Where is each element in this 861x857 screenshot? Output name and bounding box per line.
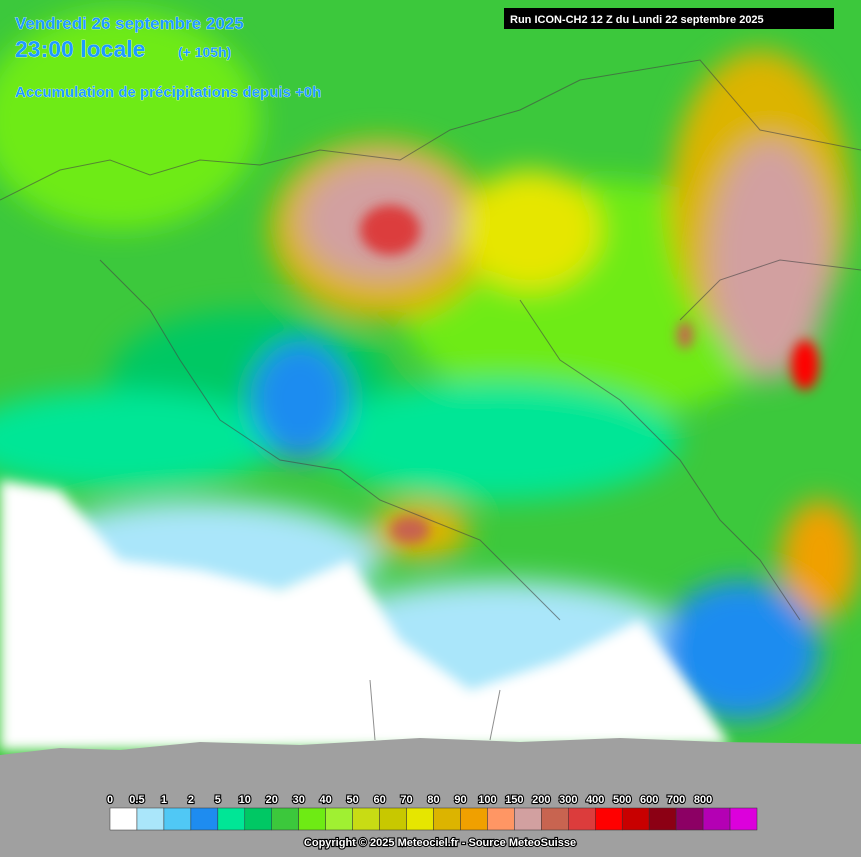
- legend-swatch: [136, 807, 165, 831]
- legend-label: 20: [266, 794, 278, 806]
- legend-swatch: [514, 807, 542, 831]
- forecast-time: 23:00 locale: [15, 36, 145, 62]
- legend-label: 500: [613, 794, 631, 806]
- product-title: Accumulation de précipitations depuis +0…: [15, 84, 321, 101]
- legend-swatch: [163, 807, 192, 831]
- legend-label: 80: [427, 794, 439, 806]
- legend-label: 0.5: [129, 794, 144, 806]
- legend-label: 700: [667, 794, 685, 806]
- legend-label: 30: [293, 794, 305, 806]
- legend-label: 10: [239, 794, 251, 806]
- legend-label: 40: [320, 794, 332, 806]
- legend: 0 0.5 1 2 5 10 20 30 40 50 60 70 80 90 100 150 200 300 400…: [106, 793, 758, 831]
- run-box: [504, 8, 834, 29]
- legend-label: 5: [215, 794, 221, 806]
- legend-label: 50: [347, 794, 359, 806]
- legend-swatch: [325, 807, 353, 831]
- legend-swatch: [568, 807, 596, 831]
- run-label: Run ICON-CH2 12 Z du Lundi 22 septembre …: [510, 14, 764, 26]
- legend-label: 300: [559, 794, 577, 806]
- legend-label: 100: [478, 794, 496, 806]
- header: Vendredi 26 septembre 2025 23:00 locale …: [15, 8, 834, 101]
- legend-swatch: [190, 807, 219, 831]
- legend-label: 400: [586, 794, 604, 806]
- forecast-date: Vendredi 26 septembre 2025: [15, 14, 244, 33]
- legend-swatch: [379, 807, 407, 831]
- legend-swatch: [675, 807, 704, 831]
- legend-label: 0: [107, 794, 113, 806]
- legend-swatch: [460, 807, 488, 831]
- legend-label: 70: [400, 794, 412, 806]
- legend-swatch: [648, 807, 677, 831]
- legend-label: 90: [454, 794, 466, 806]
- legend-label: 60: [373, 794, 385, 806]
- legend-swatch: [541, 807, 569, 831]
- legend-swatch: [433, 807, 461, 831]
- legend-swatch: [298, 807, 326, 831]
- legend-swatch: [271, 807, 299, 831]
- legend-swatch: [621, 807, 650, 831]
- legend-label: 150: [505, 794, 523, 806]
- legend-swatch: [352, 807, 380, 831]
- legend-swatch: [595, 807, 623, 831]
- copyright: Copyright © 2025 Meteociel.fr - Source M…: [304, 837, 576, 849]
- legend-swatch: [729, 807, 758, 831]
- legend-label: 800: [694, 794, 712, 806]
- legend-swatch: [109, 807, 138, 831]
- legend-swatch: [217, 807, 246, 831]
- legend-swatch: [487, 807, 515, 831]
- legend-swatch: [244, 807, 273, 831]
- legend-label: 200: [532, 794, 550, 806]
- legend-label: 1: [161, 794, 167, 806]
- legend-swatch: [702, 807, 731, 831]
- legend-swatch: [406, 807, 434, 831]
- legend-label: 600: [640, 794, 658, 806]
- legend-label: 2: [188, 794, 194, 806]
- forecast-lead: (+ 105h): [178, 44, 231, 60]
